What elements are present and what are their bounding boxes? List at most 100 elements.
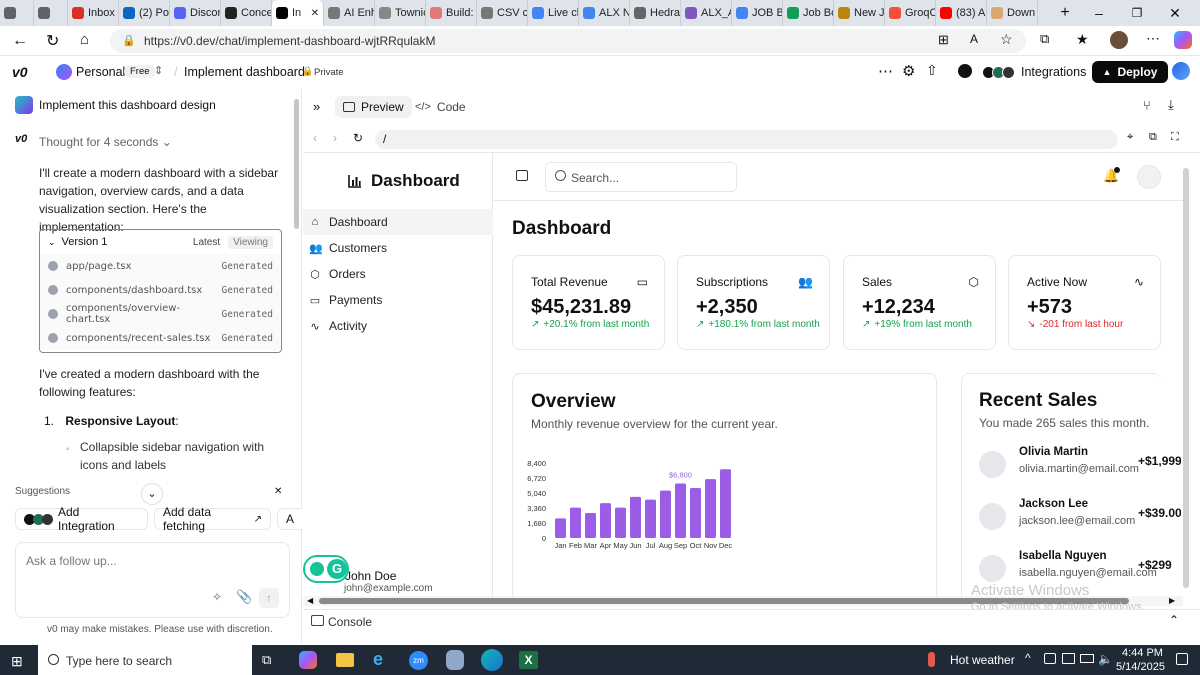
scroll-right-icon[interactable]: ▶: [1169, 596, 1176, 605]
user-avatar[interactable]: [1172, 62, 1190, 80]
inspect-icon[interactable]: ⌖: [1127, 131, 1134, 143]
weather-label[interactable]: Hot weather: [950, 653, 1015, 667]
windows-start-icon[interactable]: ⊞: [11, 653, 23, 669]
chat-scrollbar[interactable]: [294, 99, 299, 229]
browser-tab[interactable]: ALX_A: [681, 0, 732, 26]
favorite-icon[interactable]: ☆: [1000, 31, 1013, 47]
battery-icon[interactable]: [1080, 654, 1094, 663]
suggestion-add-integration[interactable]: Add Integration: [15, 505, 148, 533]
scroll-thumb[interactable]: [319, 598, 1129, 604]
browser-tab[interactable]: Job Bo: [783, 0, 834, 26]
profile-avatar[interactable]: [1110, 31, 1128, 49]
browser-tab[interactable]: In ✕: [272, 0, 324, 26]
browser-tab[interactable]: (2) Po: [119, 0, 170, 26]
browser-tab[interactable]: Conce: [221, 0, 272, 26]
browser-tab[interactable]: Townic: [375, 0, 426, 26]
preview-back-icon[interactable]: ‹: [313, 131, 317, 145]
volume-icon[interactable]: 🔈: [1098, 652, 1113, 666]
sale-item[interactable]: Olivia Martin olivia.martin@email.com +$1,…: [979, 446, 1181, 486]
clock-date[interactable]: 5/14/2025: [1116, 661, 1165, 673]
thought-toggle[interactable]: Thought for 4 seconds ⌄: [39, 135, 172, 149]
github-icon[interactable]: [958, 64, 972, 78]
read-aloud-icon[interactable]: A: [970, 32, 979, 46]
sale-item[interactable]: Jackson Lee jackson.lee@email.com +$39.00: [979, 498, 1181, 538]
browser-tab[interactable]: Inbox: [68, 0, 119, 26]
browser-tab[interactable]: New J: [834, 0, 885, 26]
browser-tab[interactable]: JOB B: [732, 0, 783, 26]
file-item[interactable]: components/dashboard.tsx Generated: [48, 278, 273, 302]
tab-preview[interactable]: Preview: [335, 96, 412, 118]
tab-code[interactable]: </> Code: [415, 96, 466, 118]
preview-forward-icon[interactable]: ›: [333, 131, 337, 145]
close-window-icon[interactable]: ✕: [1169, 4, 1181, 21]
app-nav-item[interactable]: ∿ Activity: [303, 313, 493, 339]
attach-icon[interactable]: 📎: [236, 589, 253, 604]
pgadmin-icon[interactable]: [446, 650, 464, 670]
sidebar-user[interactable]: John Doe john@example.com: [303, 561, 493, 596]
app-nav-item[interactable]: ▭ Payments: [303, 287, 493, 313]
sidebar-toggle-icon[interactable]: [516, 170, 528, 181]
minimize-icon[interactable]: –: [1095, 5, 1103, 21]
fullscreen-icon[interactable]: ⛶: [1171, 131, 1179, 143]
sale-item[interactable]: Isabella Nguyen isabella.nguyen@email.com…: [979, 550, 1172, 590]
network-icon[interactable]: [1062, 653, 1075, 664]
integrations-button[interactable]: Integrations: [982, 61, 1086, 83]
suggestion-more[interactable]: A: [277, 508, 302, 530]
browser-tab[interactable]: Live cl: [528, 0, 579, 26]
app-available-icon[interactable]: ⊞: [938, 32, 949, 47]
home-icon[interactable]: ⌂: [80, 31, 90, 48]
share-icon[interactable]: ⇧: [926, 62, 938, 78]
clock-time[interactable]: 4:44 PM: [1122, 647, 1163, 659]
preview-reload-icon[interactable]: ↻: [353, 131, 364, 145]
preview-path-field[interactable]: /: [375, 130, 1118, 149]
notifications-icon[interactable]: [1176, 653, 1188, 665]
app-avatar[interactable]: [1137, 165, 1161, 189]
browser-tab[interactable]: Discor: [170, 0, 221, 26]
taskbar-search[interactable]: Type here to search: [38, 645, 252, 675]
console-bar[interactable]: Console ⌃: [303, 609, 1200, 633]
v0-logo-icon[interactable]: v0: [12, 64, 28, 80]
follow-up-input[interactable]: Ask a follow up...: [26, 554, 117, 568]
weather-icon[interactable]: [928, 652, 935, 667]
browser-tab[interactable]: [34, 0, 68, 26]
app-search-input[interactable]: Search...: [545, 162, 737, 192]
browser-tab[interactable]: (83) A: [936, 0, 987, 26]
tray-chevron-icon[interactable]: ^: [1025, 651, 1031, 665]
browser-tab[interactable]: ALX N: [579, 0, 630, 26]
ie-icon[interactable]: e: [373, 649, 384, 669]
app-brand[interactable]: Dashboard: [347, 171, 460, 191]
edge-icon[interactable]: [481, 649, 503, 671]
scroll-down-button[interactable]: ⌄: [141, 483, 163, 505]
follow-up-box[interactable]: Ask a follow up... ✧ 📎 ↑: [15, 542, 290, 618]
tray-icon-1[interactable]: [1044, 653, 1056, 664]
copilot-icon[interactable]: [1174, 31, 1192, 49]
expand-console-icon[interactable]: ⌃: [1169, 613, 1180, 627]
reload-icon[interactable]: ↻: [46, 33, 60, 50]
collapse-chat-icon[interactable]: »: [313, 99, 321, 114]
branch-icon[interactable]: ⑂: [1143, 98, 1151, 113]
browser-tab[interactable]: AI Enh: [324, 0, 375, 26]
settings-icon[interactable]: ⚙: [902, 63, 916, 80]
task-view-icon[interactable]: ⧉: [262, 652, 272, 667]
close-suggestions-icon[interactable]: ✕: [274, 486, 283, 497]
workspace-name[interactable]: Personal: [76, 65, 126, 79]
send-button[interactable]: ↑: [259, 588, 279, 608]
version-card[interactable]: ⌄ Version 1 Latest Viewing app/page.tsx G…: [39, 229, 282, 353]
file-item[interactable]: components/overview-chart.tsx Generated: [48, 302, 273, 326]
download-icon[interactable]: ⤓: [1168, 97, 1174, 112]
zoom-icon[interactable]: zm: [409, 651, 428, 670]
more-options-icon[interactable]: ⋯: [878, 63, 893, 80]
app-scrollbar[interactable]: [1183, 168, 1189, 588]
file-item[interactable]: components/recent-sales.tsx Generated: [48, 326, 273, 350]
extensions-icon[interactable]: ⧉: [1040, 31, 1050, 46]
preview-hscroll[interactable]: ◀ ▶: [303, 596, 1183, 606]
close-tab-icon[interactable]: ✕: [310, 7, 319, 19]
site-info-icon[interactable]: 🔒: [122, 35, 136, 47]
new-window-icon[interactable]: ⧉: [1149, 131, 1157, 143]
new-tab-icon[interactable]: +: [1060, 4, 1070, 21]
browser-tab[interactable]: [0, 0, 34, 26]
browser-tab[interactable]: Hedra: [630, 0, 681, 26]
address-field[interactable]: 🔒 https://v0.dev/chat/implement-dashboar…: [110, 29, 1026, 53]
deploy-button[interactable]: ▲ Deploy: [1092, 61, 1168, 83]
file-item[interactable]: app/page.tsx Generated: [48, 254, 273, 278]
